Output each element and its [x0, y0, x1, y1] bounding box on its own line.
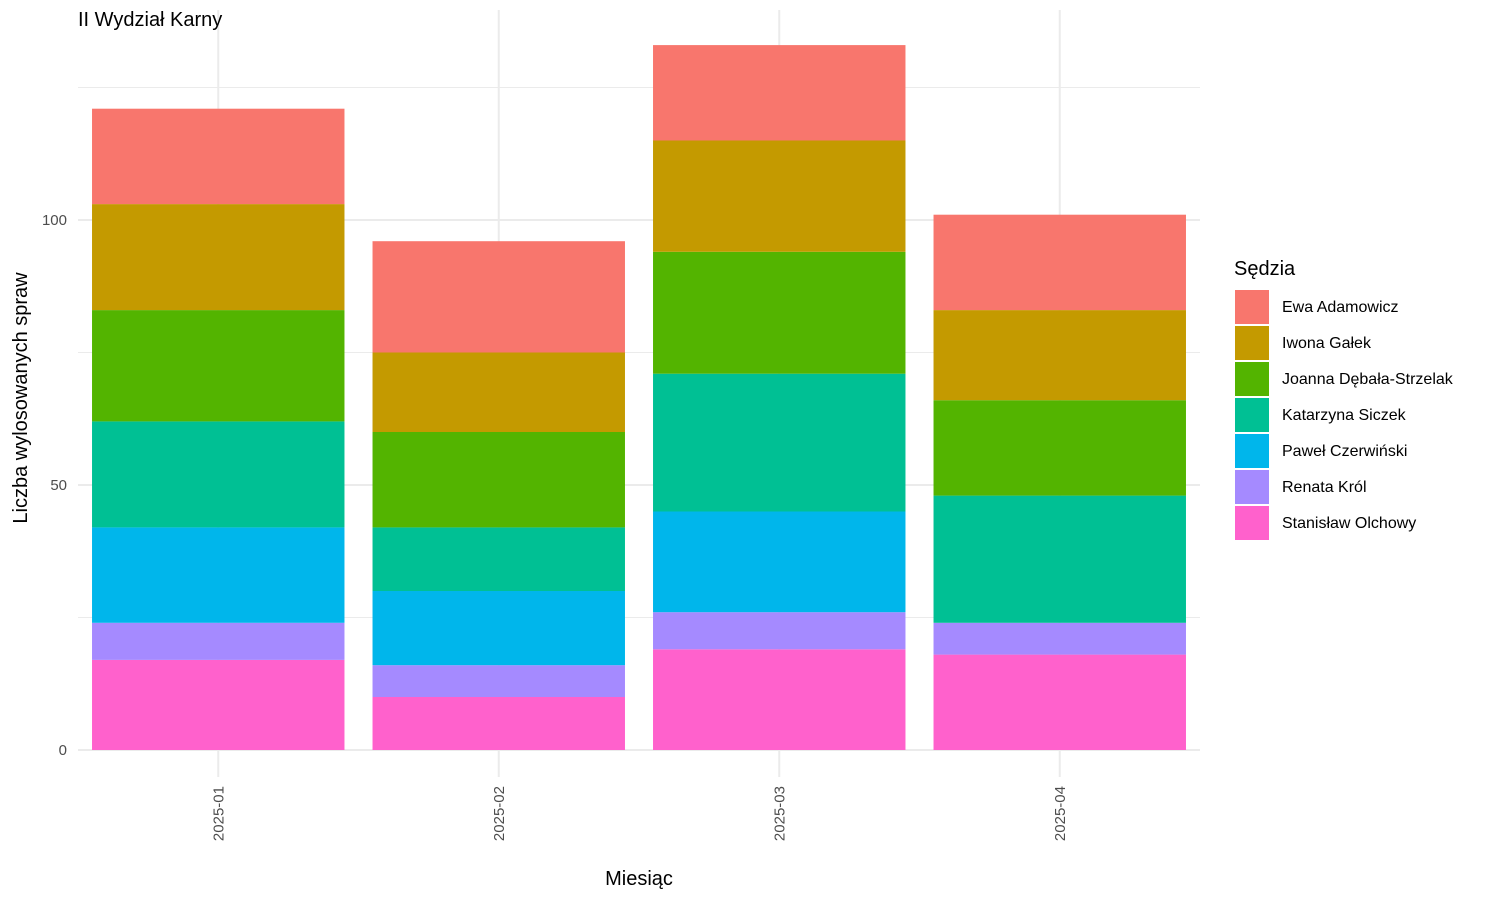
legend-swatch: [1235, 290, 1269, 324]
y-axis-title: Liczba wylosowanych spraw: [10, 272, 32, 524]
bar-segment: [372, 527, 625, 591]
legend: Sędzia Ewa Adamowicz Iwona Gałek Joanna Dę…: [1234, 258, 1454, 540]
bar-segment: [372, 591, 625, 666]
legend-swatch: [1235, 362, 1269, 396]
bar-segment: [92, 310, 345, 422]
legend-label: Paweł Czerwiński: [1282, 443, 1407, 460]
legend-label: Renata Król: [1282, 479, 1367, 496]
legend-swatch: [1235, 398, 1269, 432]
bar-segment: [653, 612, 906, 650]
legend-swatch: [1235, 506, 1269, 540]
bar-segment: [92, 108, 345, 205]
bar-segment: [92, 204, 345, 311]
chart-title: II Wydział Karny: [78, 9, 222, 31]
bar-segment: [92, 659, 345, 750]
legend-label: Katarzyna Siczek: [1282, 407, 1407, 424]
x-axis-title: Miesiąc: [605, 868, 673, 890]
bar-segment: [933, 310, 1186, 401]
bar-segment: [653, 373, 906, 512]
bar-segment: [372, 697, 625, 750]
bar-segment: [933, 622, 1186, 655]
y-tick-label: 0: [59, 742, 67, 759]
bar-segment: [933, 214, 1186, 311]
bar-segment: [933, 654, 1186, 750]
bar-segment: [372, 241, 625, 353]
legend-title: Sędzia: [1234, 258, 1296, 280]
legend-swatch: [1235, 326, 1269, 360]
x-axis-ticks: 2025-01 2025-02 2025-03 2025-04: [210, 786, 1069, 841]
bar-segment: [933, 495, 1186, 623]
x-tick-label: 2025-01: [210, 786, 227, 841]
y-axis-ticks: 0 50 100: [42, 212, 67, 759]
bar-segment: [92, 527, 345, 623]
x-tick-label: 2025-03: [771, 786, 788, 841]
y-tick-label: 100: [42, 212, 67, 229]
bar-segment: [92, 622, 345, 660]
bar-segment: [653, 251, 906, 374]
x-tick-label: 2025-02: [491, 786, 508, 841]
bar-segment: [92, 421, 345, 528]
y-tick-label: 50: [50, 477, 67, 494]
bar-segment: [372, 352, 625, 432]
legend-label: Iwona Gałek: [1282, 335, 1372, 352]
bar-segment: [372, 432, 625, 528]
legend-label: Joanna Dębała-Strzelak: [1282, 371, 1454, 388]
bar-segment: [653, 140, 906, 252]
legend-label: Ewa Adamowicz: [1282, 299, 1399, 316]
legend-swatch: [1235, 470, 1269, 504]
bar-segment: [372, 665, 625, 697]
legend-label: Stanisław Olchowy: [1282, 515, 1416, 532]
x-tick-label: 2025-04: [1052, 786, 1069, 841]
bars: [92, 45, 1186, 750]
bar-segment: [653, 649, 906, 750]
bar-segment: [653, 45, 906, 141]
bar-segment: [933, 400, 1186, 496]
bar-segment: [653, 511, 906, 613]
legend-swatch: [1235, 434, 1269, 468]
